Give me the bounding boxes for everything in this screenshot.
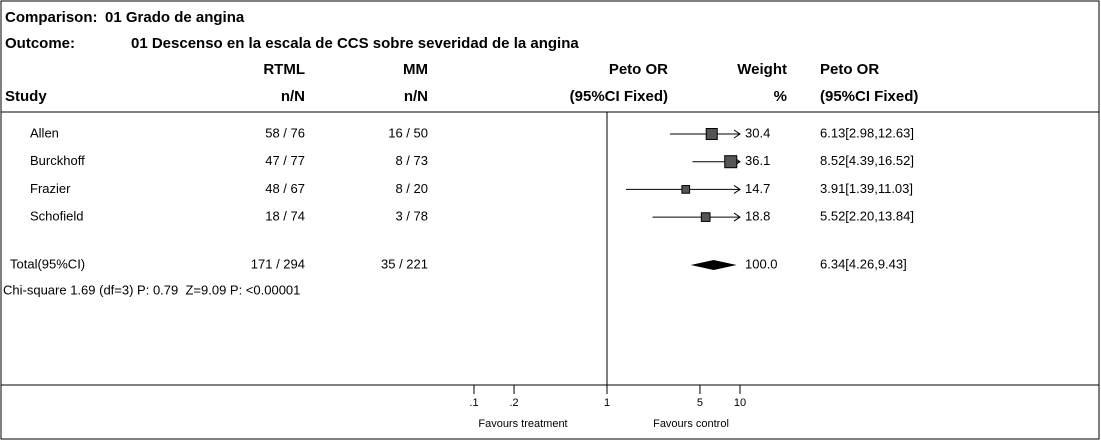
- column-subheader: (95%CI Fixed): [820, 88, 918, 105]
- column-subheader: (95%CI Fixed): [570, 88, 668, 105]
- x-tick-label: 10: [734, 397, 746, 409]
- ci-label: 6.13[2.98,12.63]: [820, 125, 914, 140]
- treatment-count: 48 / 67: [265, 181, 305, 196]
- study-name: Frazier: [30, 181, 71, 196]
- weight: 30.4: [745, 125, 770, 140]
- control-count: 35 / 221: [381, 256, 428, 271]
- ci-label: 6.34[4.26,9.43]: [820, 256, 907, 271]
- ci-arrow: [733, 212, 741, 222]
- favours-left: Favours treatment: [478, 418, 567, 430]
- treatment-count: 47 / 77: [265, 153, 305, 168]
- study-header: Study: [5, 88, 47, 105]
- treatment-count: 18 / 74: [265, 209, 305, 224]
- column-header: Weight: [737, 61, 787, 78]
- ci-label: 8.52[4.39,16.52]: [820, 153, 914, 168]
- x-tick-label: 5: [697, 397, 703, 409]
- or-marker: [705, 127, 718, 141]
- ci-arrow: [733, 184, 741, 194]
- or-marker: [681, 185, 691, 194]
- diamond: [690, 260, 737, 270]
- study-name: Schofield: [30, 209, 83, 224]
- comparison: 01 Grado de angina: [105, 9, 245, 26]
- column-subheader: n/N: [404, 88, 428, 105]
- x-tick-label: 1: [604, 397, 610, 409]
- or-marker: [700, 212, 711, 222]
- x-tick-label: .1: [469, 397, 478, 409]
- heterogeneity: Chi-square 1.69 (df=3) P: 0.79 Z=9.09 P:…: [3, 282, 300, 297]
- column-header: Peto OR: [820, 61, 879, 78]
- column-subheader: %: [774, 88, 787, 105]
- weight: 100.0: [745, 256, 778, 271]
- weight: 14.7: [745, 181, 770, 196]
- control-count: 8 / 20: [395, 181, 428, 196]
- column-subheader: n/N: [281, 88, 305, 105]
- or-marker: [724, 155, 738, 169]
- weight: 18.8: [745, 209, 770, 224]
- treatment-count: 171 / 294: [251, 256, 305, 271]
- study-name: Allen: [30, 125, 59, 140]
- control-count: 8 / 73: [395, 153, 428, 168]
- ci-label: 3.91[1.39,11.03]: [820, 181, 913, 196]
- outcome-label: Outcome:: [5, 35, 75, 52]
- control-count: 3 / 78: [395, 209, 428, 224]
- ci-label: 5.52[2.20,13.84]: [820, 209, 914, 224]
- treatment-count: 58 / 76: [265, 125, 305, 140]
- column-header: RTML: [263, 61, 305, 78]
- weight: 36.1: [745, 153, 770, 168]
- column-header: MM: [403, 61, 428, 78]
- study-name: Total(95%CI): [10, 256, 85, 271]
- comparison-label: Comparison:: [5, 9, 98, 26]
- outcome: 01 Descenso en la escala de CCS sobre se…: [131, 35, 579, 52]
- ci-arrow: [733, 129, 741, 139]
- x-tick-label: .2: [509, 397, 518, 409]
- column-header: Peto OR: [609, 61, 668, 78]
- favours-right: Favours control: [653, 418, 729, 430]
- study-name: Burckhoff: [30, 153, 85, 168]
- control-count: 16 / 50: [388, 125, 428, 140]
